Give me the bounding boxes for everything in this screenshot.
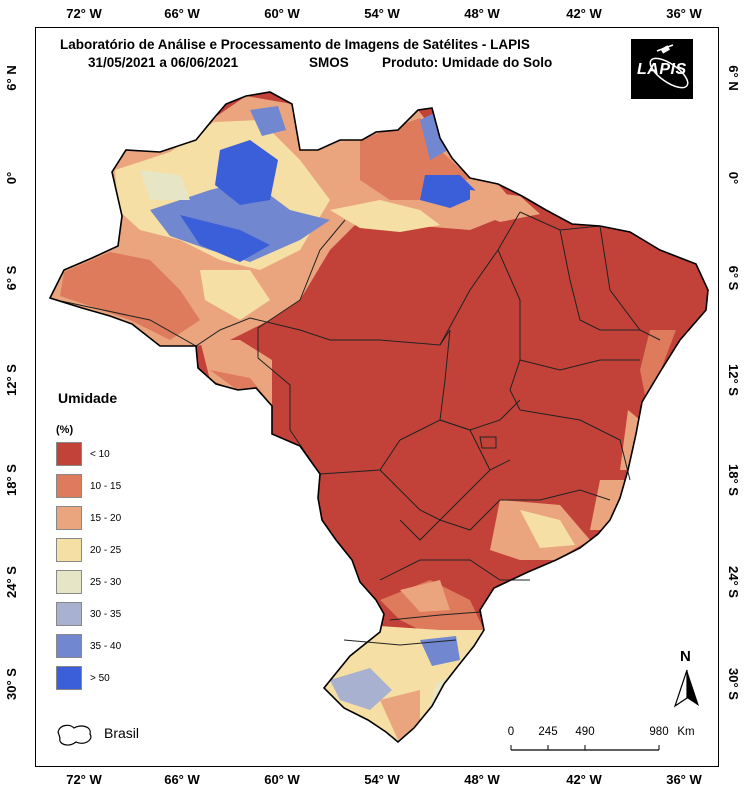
lat-label-left-6s: 6° S: [4, 265, 19, 291]
lon-label-bottom-66w: 66° W: [164, 772, 200, 787]
lat-label-right-0: 0°: [726, 171, 741, 185]
lon-label-top-66w: 66° W: [164, 6, 200, 21]
legend-title: Umidade: [58, 390, 118, 406]
lat-label-right-12s: 12° S: [726, 364, 741, 396]
lat-label-left-18s: 18° S: [4, 464, 19, 496]
north-label: N: [680, 648, 691, 665]
legend-label-gt50: > 50: [90, 673, 110, 684]
lon-label-top-54w: 54° W: [364, 6, 400, 21]
lat-label-left-0: 0°: [4, 171, 19, 185]
lon-label-top-48w: 48° W: [464, 6, 500, 21]
brasil-legend-label: Brasil: [104, 725, 140, 741]
lon-label-top-72w: 72° W: [66, 6, 102, 21]
legend-label-25-30: 25 - 30: [90, 577, 122, 588]
legend-swatch-35-40: [56, 634, 82, 658]
brasil-outline-icon: [57, 724, 92, 746]
lon-label-bottom-48w: 48° W: [464, 772, 500, 787]
legend-swatch-lt10: [56, 442, 82, 466]
legend-label-lt10: < 10: [90, 449, 110, 460]
scale-tick-980: 980: [649, 726, 669, 738]
map-sensor: SMOS: [309, 55, 349, 70]
legend-label-10-15: 10 - 15: [90, 481, 122, 492]
legend-swatch-15-20: [56, 506, 82, 530]
lon-label-bottom-60w: 60° W: [264, 772, 300, 787]
lon-label-bottom-72w: 72° W: [66, 772, 102, 787]
legend-label-15-20: 15 - 20: [90, 513, 122, 524]
north-arrow-icon: [673, 669, 699, 708]
scale-tick-245: 245: [538, 726, 558, 738]
map-frame: [35, 27, 719, 767]
legend-swatch-30-35: [56, 602, 82, 626]
satellite-icon: [649, 44, 689, 89]
lat-label-left-24s: 24° S: [4, 566, 19, 598]
scale-tick-0: 0: [507, 726, 515, 738]
lat-label-right-6n: 6° N: [726, 65, 741, 91]
lapis-logo: LAPIS: [631, 39, 693, 99]
lon-label-top-36w: 36° W: [666, 6, 702, 21]
logo-text: LAPIS: [637, 61, 687, 78]
lat-label-left-30s: 30° S: [4, 668, 19, 700]
lat-label-left-6n: 6° N: [4, 65, 19, 91]
lon-label-bottom-36w: 36° W: [666, 772, 702, 787]
lat-label-left-12s: 12° S: [4, 364, 19, 396]
lat-label-right-18s: 18° S: [726, 464, 741, 496]
scale-tick-490: 490: [575, 726, 595, 738]
lat-label-right-6s: 6° S: [726, 265, 741, 291]
map-period: 31/05/2021 a 06/06/2021: [88, 55, 239, 70]
lat-label-right-30s: 30° S: [726, 668, 741, 700]
legend-swatch-gt50: [56, 666, 82, 690]
scale-unit: Km: [677, 726, 695, 738]
legend-unit: (%): [56, 424, 74, 436]
scale-bar: [510, 745, 660, 751]
legend-swatch-20-25: [56, 538, 82, 562]
map-title: Laboratório de Análise e Processamento d…: [60, 37, 530, 52]
legend-swatch-10-15: [56, 474, 82, 498]
lon-label-top-42w: 42° W: [566, 6, 602, 21]
legend-label-35-40: 35 - 40: [90, 641, 122, 652]
legend-swatch-25-30: [56, 570, 82, 594]
lon-label-top-60w: 60° W: [264, 6, 300, 21]
legend-label-20-25: 20 - 25: [90, 545, 122, 556]
lon-label-bottom-42w: 42° W: [566, 772, 602, 787]
lon-label-bottom-54w: 54° W: [364, 772, 400, 787]
lat-label-right-24s: 24° S: [726, 566, 741, 598]
map-product: Produto: Umidade do Solo: [382, 55, 553, 70]
legend-label-30-35: 30 - 35: [90, 609, 122, 620]
